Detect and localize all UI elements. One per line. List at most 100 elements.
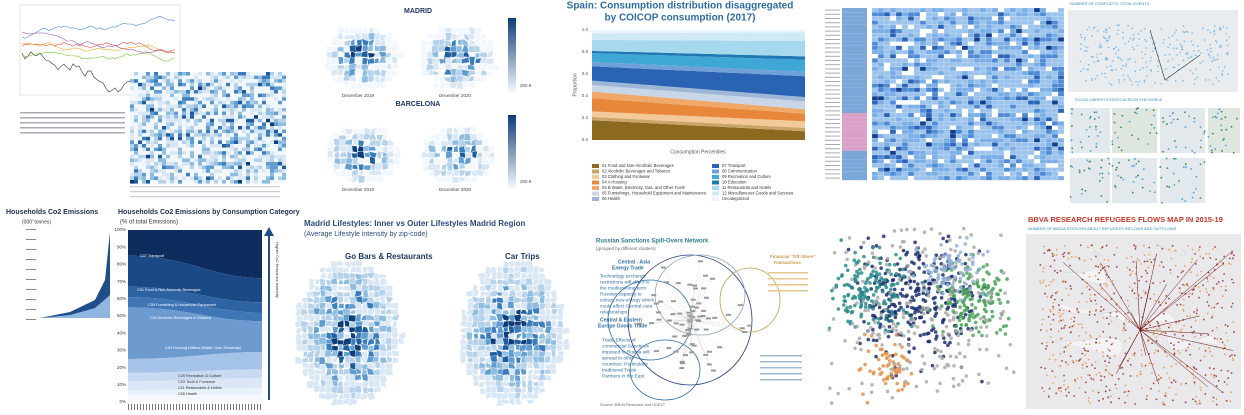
x-tick: [188, 404, 189, 410]
heat-cell: [270, 86, 274, 90]
heat-cell: [170, 122, 174, 126]
heat-cell: [258, 108, 262, 112]
row-tag: [842, 54, 867, 59]
x-tick: [191, 404, 192, 410]
heat-cell: [218, 82, 222, 87]
heat-cell: [1021, 33, 1029, 38]
heat-cell: [889, 45, 897, 51]
heat-cell: [979, 45, 987, 51]
event: [1088, 117, 1091, 120]
point: [898, 256, 903, 261]
cluster-ring: [629, 339, 701, 401]
zip-code: [513, 271, 521, 280]
heat-cell: [925, 112, 933, 118]
event: [1200, 52, 1202, 54]
heat-cell: [1021, 142, 1029, 147]
heat-cell: [1051, 159, 1059, 164]
heat-cell: [154, 162, 158, 166]
heat-cell: [142, 151, 146, 155]
heat-cell: [1033, 16, 1041, 21]
heat-cell: [1003, 146, 1011, 151]
district: [455, 45, 463, 53]
event: [1207, 135, 1210, 138]
heat-cell: [130, 133, 134, 137]
heat-cell: [979, 121, 987, 126]
heat-cell: [871, 175, 879, 181]
heat-cell: [150, 140, 154, 144]
heat-cell: [997, 171, 1005, 177]
heat-cell: [250, 136, 254, 141]
heat-cell: [1039, 138, 1047, 143]
heat-cell: [1003, 112, 1011, 118]
heat-cell: [234, 79, 238, 83]
heat-cell: [282, 158, 286, 162]
heat-cell: [142, 72, 146, 76]
heat-cell: [937, 70, 945, 76]
heat-cell: [931, 125, 939, 130]
heat-cell: [258, 104, 262, 108]
heat-cell: [877, 96, 885, 101]
heat-cell: [1003, 125, 1011, 130]
heat-cell: [266, 97, 270, 101]
heat-cell: [242, 129, 246, 134]
heat-cell: [1057, 37, 1065, 42]
heat-cell: [1009, 121, 1017, 126]
heat-cell: [138, 180, 142, 184]
zip-code: [526, 398, 535, 404]
event: [1086, 46, 1089, 49]
heat-cell: [182, 126, 186, 130]
heat-cell: [925, 154, 933, 160]
zip-code: [366, 391, 375, 401]
heat-cell: [901, 129, 909, 135]
row-tag: [842, 129, 867, 134]
heat-cell: [1021, 108, 1029, 114]
heat-cell: [931, 167, 939, 172]
edge: [689, 285, 695, 321]
heat-cell: [198, 162, 202, 166]
heat-cell: [134, 86, 138, 90]
heat-cell: [979, 87, 987, 93]
point: [939, 304, 944, 308]
district: [435, 145, 441, 152]
zip-code: [489, 314, 498, 321]
heat-cell: [186, 140, 190, 144]
heat-cell: [1051, 138, 1059, 143]
heat-cell: [246, 136, 250, 141]
point: [910, 295, 915, 300]
heat-cell: [883, 142, 891, 147]
zip-code: [520, 392, 528, 400]
heat-cell: [1051, 167, 1059, 172]
heat-cell: [266, 147, 270, 152]
heat-cell: [883, 54, 891, 59]
label: Source: BBVA Research and GDELT: [600, 402, 666, 407]
heat-cell: [949, 121, 957, 126]
heat-cell: [138, 72, 142, 76]
heat-cell: [170, 158, 174, 162]
heat-cell: [190, 129, 194, 134]
heat-cell: [943, 91, 951, 97]
heat-cell: [1039, 7, 1047, 13]
heat-cell: [1051, 75, 1059, 80]
heat-cell: [919, 7, 927, 13]
event: [1091, 77, 1093, 80]
heat-cell: [955, 28, 963, 34]
heat-cell: [270, 140, 274, 144]
district: [441, 132, 447, 142]
heat-cell: [937, 28, 945, 34]
heat-cell: [871, 163, 879, 168]
zip-code: [479, 285, 487, 292]
heat-cell: [270, 122, 274, 126]
heat-cell: [961, 28, 969, 34]
point: [857, 267, 862, 272]
node: [666, 347, 672, 350]
heat-cell: [979, 171, 987, 177]
heat-cell: [1057, 70, 1065, 76]
district: [368, 32, 376, 41]
heat-cell: [1009, 58, 1017, 63]
event: [1195, 175, 1198, 178]
point: [1001, 324, 1006, 329]
event: [1149, 60, 1152, 62]
heat-cell: [889, 24, 897, 30]
heat-cell: [154, 129, 158, 134]
heat-cell: [198, 108, 202, 112]
